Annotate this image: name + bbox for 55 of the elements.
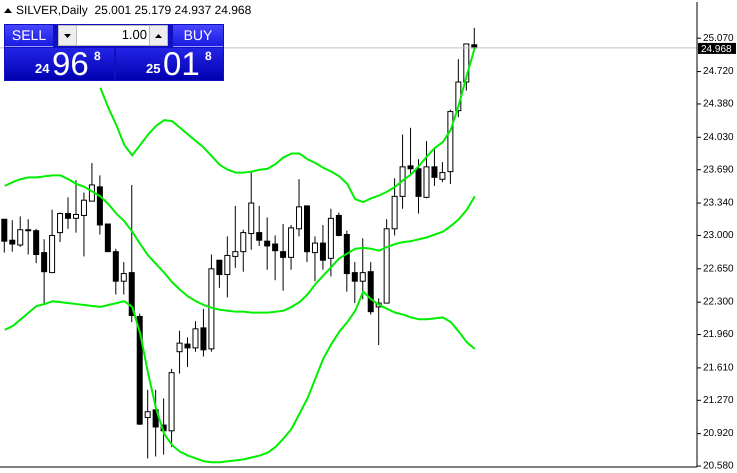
candlestick <box>184 336 191 368</box>
line-series <box>4 174 476 314</box>
y-tick-label: 25.070 <box>703 32 734 44</box>
candlestick <box>57 212 64 243</box>
y-tick-label: 20.920 <box>703 428 734 440</box>
candlestick <box>352 262 358 304</box>
candlestick <box>336 212 342 237</box>
candlestick <box>296 178 302 237</box>
annotation: BUY <box>184 27 212 43</box>
y-tick-label: 22.650 <box>703 263 734 274</box>
y-tick-label: 24.030 <box>703 132 734 143</box>
line-series <box>4 290 476 464</box>
candlestick <box>256 205 262 246</box>
annotation: 24 <box>35 61 50 76</box>
y-tick-label: 23.340 <box>703 198 734 209</box>
candlestick <box>33 228 40 264</box>
candlestick <box>144 389 151 459</box>
candlestick <box>431 147 438 186</box>
annotation: 1.00 <box>122 27 147 42</box>
candlestick <box>232 205 238 268</box>
annotation: 8 <box>94 49 101 63</box>
y-tick-label: 21.610 <box>703 362 734 374</box>
candlestick <box>264 216 270 270</box>
candlestick <box>224 236 230 298</box>
y-tick-label: 21.270 <box>703 394 734 406</box>
y-tick-label: 24.720 <box>703 66 734 78</box>
y-tick-label: 22.300 <box>703 296 734 308</box>
annotation: 25 <box>146 61 160 76</box>
candlestick <box>272 234 278 281</box>
candlestick <box>25 218 32 256</box>
y-tick-label: 20.580 <box>703 460 734 472</box>
candlestick <box>1 218 8 254</box>
candlestick <box>439 162 446 183</box>
candlestick <box>41 238 48 306</box>
candlestick <box>72 180 79 234</box>
annotation: 96 <box>52 45 89 83</box>
y-tick-label: 21.960 <box>703 329 734 340</box>
candlestick <box>280 224 286 292</box>
candlestick <box>312 236 318 282</box>
candlestick <box>176 330 183 374</box>
y-tick-label: 23.000 <box>703 230 734 242</box>
annotation: 01 <box>163 45 200 83</box>
y-tick-label: 24.380 <box>703 98 734 110</box>
candlestick <box>408 127 414 174</box>
annotation: 8 <box>205 49 212 63</box>
chart-title: SILVER,Daily 25.001 25.179 24.937 24.968 <box>16 3 252 17</box>
candlestick <box>216 260 222 288</box>
y-tick-label: 23.690 <box>703 164 734 176</box>
candlestick <box>65 196 72 230</box>
annotation: SELL <box>5 25 53 47</box>
ref-line-label: 24.968 <box>701 44 732 55</box>
candlestick <box>192 320 198 352</box>
candlestick <box>320 224 326 270</box>
candlestick <box>200 308 206 357</box>
candlestick <box>80 192 87 257</box>
